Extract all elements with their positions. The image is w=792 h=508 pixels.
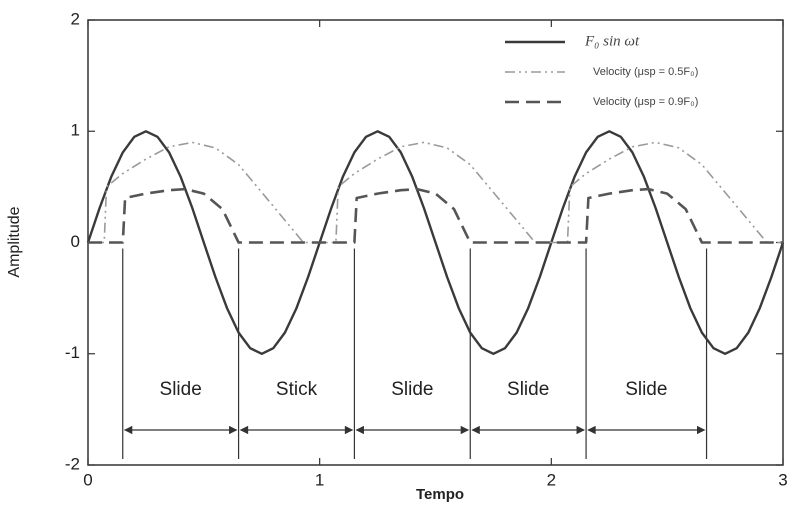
region-label: Slide (507, 379, 549, 400)
y-axis-label: Amplitude (6, 206, 23, 277)
legend-label: Velocity (μsp = 0.5F₀) (593, 66, 698, 78)
region-label: Slide (391, 379, 433, 400)
x-tick-label: 3 (778, 470, 787, 489)
x-axis-label: Tempo (416, 486, 464, 503)
y-tick-label: -1 (65, 343, 80, 362)
region-label: Slide (160, 379, 202, 400)
y-tick-label: -2 (65, 454, 80, 473)
region-label: Slide (625, 379, 667, 400)
x-tick-label: 0 (83, 470, 92, 489)
x-tick-label: 2 (547, 470, 556, 489)
series-line (88, 141, 783, 244)
y-tick-label: 0 (71, 232, 80, 251)
series-line (86, 130, 785, 355)
x-tick-label: 1 (315, 470, 324, 489)
legend-label: F₀ sin ωt (584, 33, 640, 49)
region-label: Stick (276, 379, 318, 400)
series-line (88, 187, 783, 244)
y-tick-label: 1 (71, 121, 80, 140)
y-tick-label: 2 (71, 9, 80, 28)
legend-label: Velocity (μsp = 0.9F₀) (593, 96, 698, 108)
